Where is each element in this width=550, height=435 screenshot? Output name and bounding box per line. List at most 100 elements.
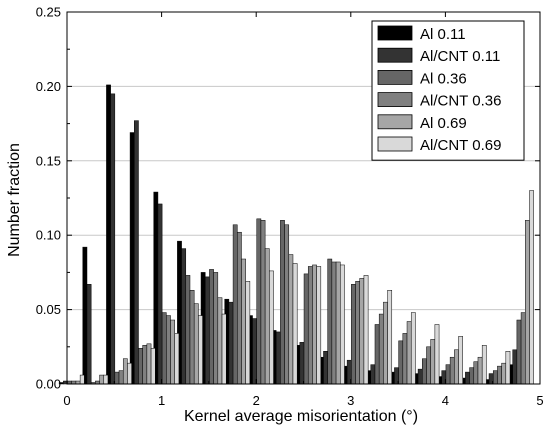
bar-s4-b10: [312, 264, 317, 385]
bar-s5-b16: [458, 336, 463, 385]
bar-s4-b8: [264, 248, 270, 385]
bar-s5-b4: [174, 333, 180, 385]
bar-s1-b5: [181, 248, 187, 385]
bar-s5-b17: [481, 345, 487, 385]
bar-s3-b5: [189, 290, 195, 385]
bar-s2-b8: [256, 218, 262, 385]
legend-swatch-5: [377, 136, 413, 152]
legend-swatch-3: [377, 92, 413, 107]
bar-s2-b14: [398, 340, 404, 385]
bar-s2-b16: [445, 364, 451, 385]
bar-s5-b13: [387, 290, 393, 385]
bar-s2-b2: [114, 371, 120, 385]
bar-s3-b14: [402, 333, 408, 385]
legend-label-5: Al/CNT 0.69: [420, 137, 501, 154]
x-tick-label-5: 5: [536, 393, 543, 408]
bar-s3-b19: [520, 312, 526, 385]
bar-s2-b18: [492, 370, 498, 385]
bar-s4-b13: [383, 301, 388, 385]
legend-swatch-1: [377, 47, 413, 63]
bar-s1-b13: [370, 364, 376, 385]
bar-s2-b5: [185, 275, 191, 385]
x-tick-label-1: 1: [158, 393, 165, 408]
bar-s4-b12: [359, 278, 365, 385]
bar-series-group: [58, 84, 534, 385]
bar-s0-b3: [129, 132, 135, 385]
bar-s4-b14: [406, 321, 412, 385]
bar-s1-b8: [252, 318, 257, 385]
bar-s5-b18: [505, 351, 511, 385]
bar-s2-b10: [303, 273, 309, 385]
bar-s2-b15: [422, 358, 427, 385]
x-axis-label: Kernel average misorientation (°): [184, 408, 418, 425]
legend-label-0: Al 0.11: [420, 26, 466, 43]
y-tick-label-3: 0.15: [36, 153, 61, 168]
bar-s2-b19: [516, 319, 522, 385]
bar-s2-b11: [327, 258, 333, 385]
tick-labels: 0 1 2 3 4 5 0.00 0.05 0.10 0.15 0.20 0.25: [36, 5, 544, 409]
bar-s1-b1: [86, 284, 92, 385]
bar-s5-b0: [79, 374, 85, 385]
bar-s1-b11: [323, 351, 328, 385]
bar-s4-b6: [217, 297, 223, 385]
bar-s0-b1: [82, 246, 88, 385]
bar-s2-b9: [280, 220, 285, 385]
bar-s2-b17: [469, 367, 475, 385]
bar-s3-b8: [260, 220, 266, 385]
y-tick-label-0: 0.00: [36, 377, 61, 392]
bar-s4-b15: [430, 339, 436, 385]
bar-s1-b10: [299, 342, 305, 385]
y-axis-label: Number fraction: [6, 143, 23, 257]
x-tick-label-4: 4: [442, 393, 449, 408]
legend-label-3: Al/CNT 0.36: [420, 93, 501, 110]
bar-s5-b12: [363, 275, 369, 385]
bar-s5-b8: [269, 270, 274, 385]
bar-s5-b14: [410, 312, 416, 385]
legend-swatch-4: [377, 114, 413, 130]
bar-s5-b11: [340, 264, 345, 385]
bar-s1-b17: [465, 371, 470, 385]
bar-s2-b4: [161, 312, 167, 385]
bar-s3-b4: [166, 315, 171, 385]
bar-s3-b6: [213, 272, 219, 385]
legend-label-2: Al 0.36: [420, 70, 467, 87]
bar-s3-b2: [118, 370, 124, 385]
y-tick-label-2: 0.10: [36, 228, 61, 243]
bar-s1-b2: [110, 93, 116, 385]
bar-s4-b16: [454, 349, 459, 385]
bar-s3-b13: [378, 313, 384, 385]
legend-label-4: Al 0.69: [420, 115, 467, 132]
bar-s5-b5: [198, 315, 203, 385]
bar-s4-b3: [146, 343, 152, 385]
bar-s3-b10: [307, 266, 313, 385]
bar-s1-b15: [417, 368, 423, 385]
legend-swatch-2: [377, 70, 413, 85]
bar-s4-b11: [335, 261, 341, 385]
bar-s3-b9: [284, 224, 290, 385]
bar-s3-b17: [473, 361, 479, 385]
bar-s5-b6: [221, 313, 227, 385]
bar-s1-b7: [228, 301, 234, 385]
bar-s5-b15: [434, 324, 440, 385]
bar-s3-b3: [142, 345, 148, 385]
bar-s5-b10: [316, 266, 322, 385]
bar-s4-b17: [477, 356, 483, 385]
bar-s2-b12: [351, 284, 356, 385]
bar-s2-b7: [232, 224, 238, 385]
bar-s4-b4: [170, 319, 175, 385]
bar-s1-b4: [157, 203, 163, 385]
bar-s5-b2: [127, 362, 132, 385]
bar-s5-b1: [103, 374, 109, 385]
bar-s4-b19: [525, 220, 530, 385]
bar-s5-b19: [529, 190, 534, 385]
bar-s3-b18: [497, 365, 502, 385]
bar-s3-b12: [355, 281, 360, 385]
bar-s1-b9: [275, 331, 281, 385]
bar-s5-b7: [245, 281, 251, 385]
legend-swatch-0: [377, 25, 413, 41]
x-tick-label-3: 3: [347, 393, 354, 408]
bar-s4-b5: [193, 303, 199, 385]
bar-s1-b19: [512, 349, 518, 385]
bar-s3-b11: [331, 261, 337, 385]
